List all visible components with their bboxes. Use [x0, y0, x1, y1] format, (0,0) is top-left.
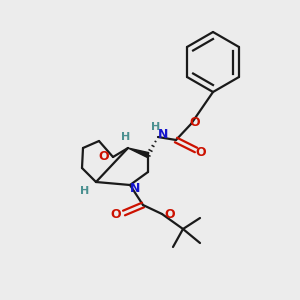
- Text: H: H: [152, 122, 160, 132]
- Text: O: O: [196, 146, 206, 158]
- Text: O: O: [111, 208, 121, 221]
- Text: N: N: [130, 182, 140, 196]
- Polygon shape: [128, 148, 149, 158]
- Text: H: H: [122, 132, 130, 142]
- Text: O: O: [190, 116, 200, 128]
- Text: N: N: [158, 128, 168, 142]
- Text: O: O: [165, 208, 175, 221]
- Text: O: O: [99, 151, 109, 164]
- Text: H: H: [80, 186, 90, 196]
